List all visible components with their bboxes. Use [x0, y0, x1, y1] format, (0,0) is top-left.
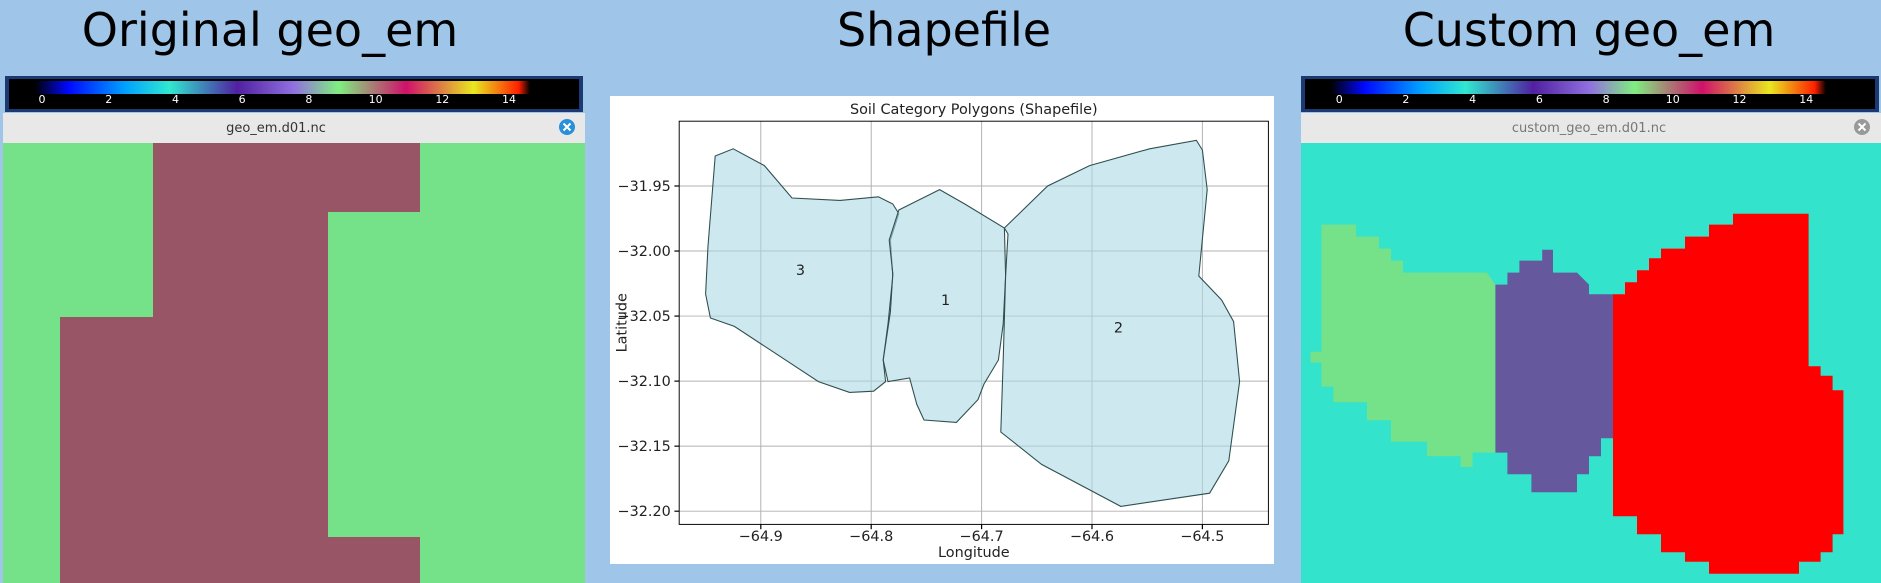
plot-title: Soil Category Polygons (Shapefile) — [850, 102, 1098, 118]
colorbar-tick-label: 8 — [1603, 93, 1610, 106]
colorbar-tick-label: 10 — [1666, 93, 1680, 106]
y-tick-label: −32.20 — [618, 504, 671, 520]
colorbar-tick-label: 2 — [105, 93, 112, 106]
colorbar — [12, 81, 575, 94]
polygon-label: 3 — [796, 263, 805, 279]
y-axis-label: Latitude — [614, 293, 630, 352]
polygon-label: 2 — [1114, 320, 1123, 336]
colorbar-tick-label: 12 — [435, 93, 449, 106]
plot-frame — [678, 120, 1269, 525]
polygon — [705, 148, 900, 393]
colorbar-tick-label: 6 — [239, 93, 246, 106]
colorbar-tick-label: 10 — [369, 93, 383, 106]
y-tick-label: −31.95 — [618, 179, 671, 195]
x-tick-label: −64.5 — [1180, 529, 1224, 545]
y-tick-label: −32.10 — [618, 374, 671, 390]
close-icon — [562, 122, 572, 132]
colorbar-tick-label: 12 — [1733, 93, 1747, 106]
panel-title: Shapefile — [837, 3, 1051, 57]
colorbar-tick-label: 4 — [172, 93, 179, 106]
window-titlebar — [3, 113, 585, 143]
map-region — [1495, 249, 1614, 493]
map-region — [60, 143, 420, 583]
plot: Soil Category Polygons (Shapefile) −64.9 −… — [614, 102, 1269, 561]
x-tick-label: −64.7 — [960, 529, 1004, 545]
colorbar-tick-label: 0 — [39, 93, 46, 106]
colorbar-tick-label: 14 — [502, 93, 516, 106]
panel-title: Custom geo_em — [1403, 3, 1776, 57]
x-axis-label: Longitude — [938, 545, 1010, 561]
panel-title: Original geo_em — [82, 3, 458, 57]
map-region — [1613, 213, 1844, 574]
polygon — [1000, 139, 1241, 507]
colorbar — [1308, 81, 1871, 94]
x-tick-label: −64.6 — [1070, 529, 1114, 545]
window-title: custom_geo_em.d01.nc — [1512, 121, 1666, 136]
y-tick-label: −32.15 — [618, 439, 671, 455]
colorbar-tick-label: 14 — [1799, 93, 1813, 106]
colorbar-tick-label: 0 — [1336, 93, 1343, 106]
y-tick-label: −32.00 — [618, 244, 671, 260]
x-tick-label: −64.8 — [849, 529, 893, 545]
window-titlebar — [1301, 113, 1881, 143]
colorbar-tick-label: 8 — [305, 93, 312, 106]
x-tick-label: −64.9 — [739, 529, 783, 545]
colorbar-tick-label: 6 — [1536, 93, 1543, 106]
y-tick-label: −32.05 — [618, 309, 671, 325]
window-title: geo_em.d01.nc — [226, 121, 326, 136]
colorbar-tick-label: 2 — [1402, 93, 1409, 106]
colorbar-tick-label: 4 — [1469, 93, 1476, 106]
close-icon — [1857, 122, 1867, 132]
polygon-label: 1 — [941, 293, 950, 309]
map-region — [1310, 224, 1496, 468]
